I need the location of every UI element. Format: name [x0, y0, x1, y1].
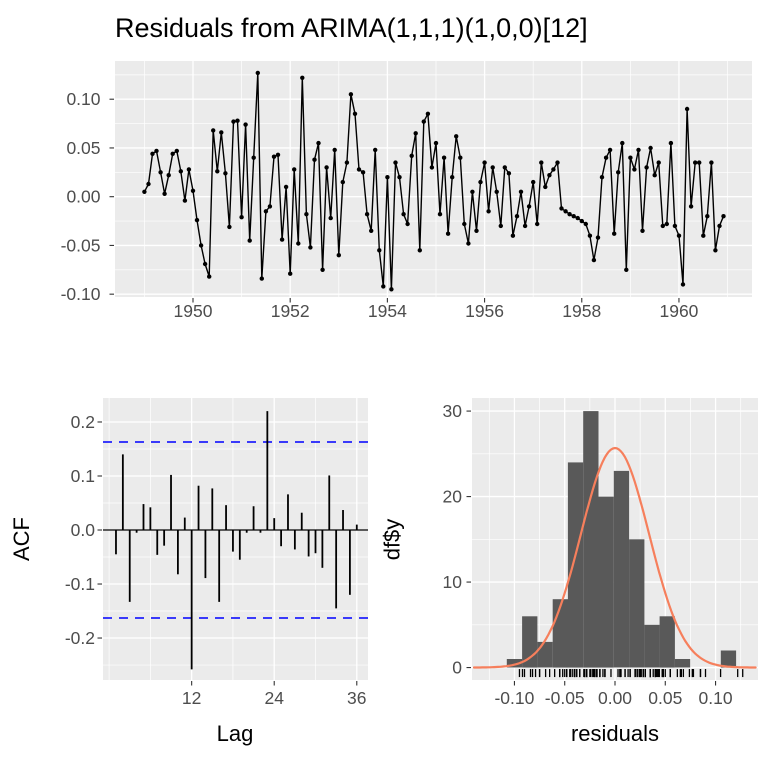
axis-ticks	[466, 410, 717, 686]
y-tick-label: 0.1	[71, 466, 95, 486]
y-tick-label: 0	[452, 658, 462, 678]
hist-y-axis-title: df$y	[380, 519, 405, 561]
y-tick-label: -0.10	[61, 284, 101, 304]
x-tick-label: 1954	[368, 301, 407, 321]
x-tick-label: -0.05	[545, 688, 585, 708]
panel-background	[115, 61, 752, 297]
x-tick-label: 1950	[174, 301, 213, 321]
y-tick-label: 0.0	[71, 520, 96, 540]
y-tick-label: 30	[443, 401, 463, 421]
time-series-panel: 1950 1952 1954 1956 1958 1960 -0.10 -0.05 0.00 0.…	[61, 61, 752, 321]
x-tick-label: 36	[347, 688, 366, 708]
gridlines-major	[115, 61, 752, 297]
y-tick-label: 0.2	[71, 412, 95, 432]
acf-bars	[115, 411, 358, 670]
residual-series	[142, 70, 726, 292]
axis-tick-labels: 12 24 36 -0.2 -0.1 0.0 0.1 0.2	[65, 412, 367, 708]
acf-x-axis-title: Lag	[217, 721, 254, 746]
x-tick-label: 24	[264, 688, 284, 708]
x-tick-label: -0.10	[494, 688, 534, 708]
y-tick-label: 0.00	[66, 187, 100, 207]
y-tick-label: 10	[443, 572, 463, 592]
axis-ticks	[109, 98, 680, 303]
acf-panel: 12 24 36 -0.2 -0.1 0.0 0.1 0.2	[65, 398, 368, 708]
x-tick-label: 1958	[562, 301, 601, 321]
gridlines-minor	[103, 398, 368, 680]
y-tick-label: 20	[443, 487, 463, 507]
confidence-interval-lines	[103, 441, 368, 619]
y-tick-label: -0.1	[65, 574, 95, 594]
y-tick-label: 0.05	[66, 138, 100, 158]
x-tick-label: 1960	[659, 301, 698, 321]
y-tick-label: -0.2	[65, 628, 95, 648]
residual-line	[143, 72, 725, 290]
normal-curve	[472, 446, 757, 669]
residual-points	[142, 70, 726, 292]
histogram-panel: -0.10 -0.05 0.00 0.05 0.10 0 10 20 30	[443, 398, 758, 708]
acf-y-axis-title: ACF	[9, 517, 34, 561]
x-tick-label: 1952	[271, 301, 310, 321]
axis-ticks	[97, 421, 358, 686]
residual-rug	[518, 669, 744, 678]
x-tick-label: 12	[182, 688, 201, 708]
axis-tick-labels: 1950 1952 1954 1956 1958 1960 -0.10 -0.05 0.00 0.…	[61, 89, 699, 321]
x-tick-label: 1956	[465, 301, 504, 321]
panel-background	[103, 398, 368, 680]
plot-title: Residuals from ARIMA(1,1,1)(1,0,0)[12]	[115, 13, 588, 43]
x-tick-label: 0.05	[648, 688, 682, 708]
y-tick-label: -0.05	[61, 235, 101, 255]
hist-x-axis-title: residuals	[571, 721, 659, 746]
y-tick-label: 0.10	[66, 89, 100, 109]
x-tick-label: 0.00	[598, 688, 632, 708]
x-tick-label: 0.10	[699, 688, 733, 708]
axis-tick-labels: -0.10 -0.05 0.00 0.05 0.10 0 10 20 30	[443, 401, 733, 708]
